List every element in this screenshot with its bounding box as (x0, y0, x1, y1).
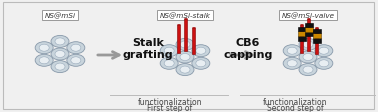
Ellipse shape (35, 55, 53, 67)
Ellipse shape (67, 55, 85, 67)
Text: Second step of: Second step of (267, 103, 323, 112)
FancyBboxPatch shape (298, 32, 306, 37)
Ellipse shape (164, 60, 174, 67)
Ellipse shape (196, 48, 206, 55)
Ellipse shape (178, 25, 181, 27)
Ellipse shape (55, 39, 65, 45)
FancyBboxPatch shape (313, 34, 321, 39)
Ellipse shape (299, 64, 317, 76)
Ellipse shape (192, 28, 195, 29)
Ellipse shape (303, 67, 313, 73)
Ellipse shape (51, 61, 69, 73)
Ellipse shape (303, 42, 313, 48)
FancyBboxPatch shape (313, 30, 321, 34)
Ellipse shape (35, 42, 53, 54)
Bar (192, 29, 195, 55)
Ellipse shape (287, 48, 297, 55)
Ellipse shape (180, 67, 190, 73)
Ellipse shape (71, 45, 81, 52)
Ellipse shape (176, 39, 194, 51)
Ellipse shape (316, 28, 319, 29)
Ellipse shape (287, 60, 297, 67)
Ellipse shape (51, 49, 69, 60)
Ellipse shape (303, 54, 313, 61)
FancyBboxPatch shape (298, 28, 306, 32)
Ellipse shape (55, 51, 65, 58)
Ellipse shape (299, 52, 317, 63)
FancyBboxPatch shape (313, 39, 321, 43)
Text: Stalk
grafting: Stalk grafting (123, 38, 173, 60)
Ellipse shape (299, 39, 317, 51)
Ellipse shape (319, 48, 329, 55)
Ellipse shape (71, 57, 81, 64)
Bar (316, 29, 319, 55)
Ellipse shape (192, 45, 210, 57)
Ellipse shape (283, 58, 301, 70)
FancyBboxPatch shape (305, 24, 313, 28)
Ellipse shape (315, 45, 333, 57)
Ellipse shape (39, 45, 49, 52)
Ellipse shape (192, 58, 210, 70)
Ellipse shape (184, 19, 187, 21)
Ellipse shape (67, 42, 85, 54)
FancyBboxPatch shape (305, 32, 313, 37)
Ellipse shape (55, 64, 65, 70)
Ellipse shape (315, 58, 333, 70)
Ellipse shape (160, 58, 178, 70)
FancyBboxPatch shape (305, 28, 313, 32)
Ellipse shape (176, 52, 194, 63)
Ellipse shape (283, 45, 301, 57)
Ellipse shape (164, 48, 174, 55)
Ellipse shape (51, 36, 69, 48)
Text: NS@mSi: NS@mSi (45, 13, 76, 19)
Text: CB6
capping: CB6 capping (223, 38, 273, 60)
Bar (301, 26, 304, 54)
Bar (184, 20, 187, 52)
Text: First step of: First step of (147, 103, 193, 112)
Ellipse shape (176, 64, 194, 76)
Text: NS@mSi-valve: NS@mSi-valve (282, 13, 335, 19)
Ellipse shape (307, 19, 310, 21)
Text: functionalization: functionalization (263, 97, 327, 106)
Ellipse shape (160, 45, 178, 57)
Ellipse shape (196, 60, 206, 67)
FancyBboxPatch shape (298, 36, 306, 41)
Bar (178, 26, 181, 54)
Text: functionalization: functionalization (138, 97, 202, 106)
Bar (307, 20, 310, 52)
Ellipse shape (180, 42, 190, 48)
Ellipse shape (39, 57, 49, 64)
Ellipse shape (319, 60, 329, 67)
FancyBboxPatch shape (3, 3, 374, 109)
Ellipse shape (180, 54, 190, 61)
Text: NS@mSi-stalk: NS@mSi-stalk (160, 13, 211, 19)
Ellipse shape (301, 25, 304, 27)
